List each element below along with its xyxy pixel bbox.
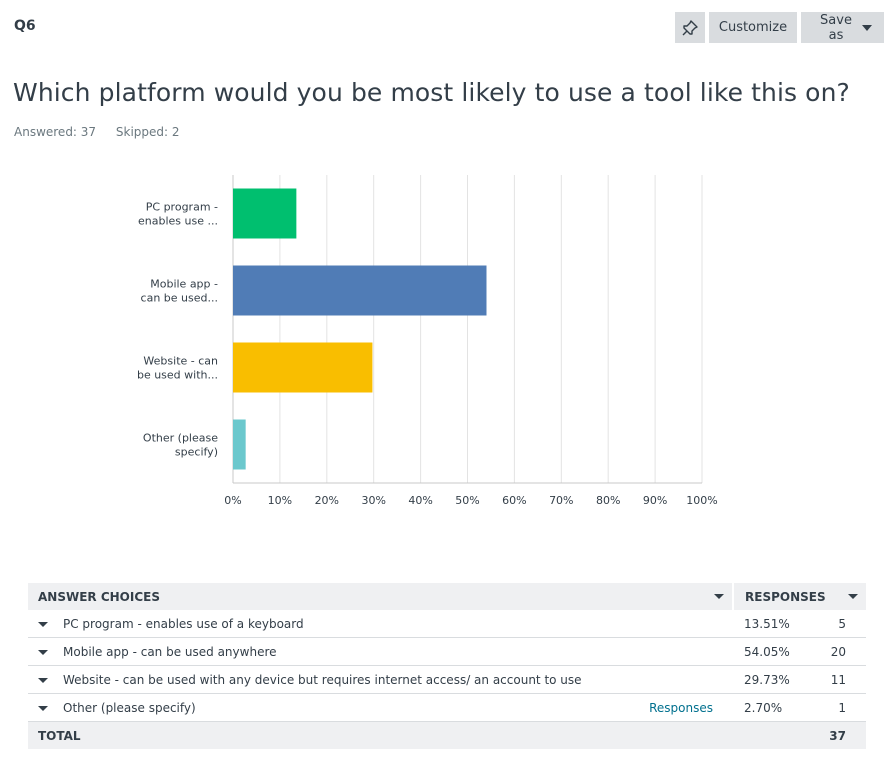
x-tick-label: 40% — [408, 494, 432, 507]
responses-header-label: RESPONSES — [745, 589, 826, 604]
response-count: 20 — [824, 637, 866, 666]
bar — [233, 419, 246, 470]
question-title: Which platform would you be most likely … — [13, 78, 850, 107]
skipped-count: Skipped: 2 — [115, 125, 180, 139]
chevron-down-icon — [862, 24, 872, 31]
x-tick-label: 70% — [549, 494, 573, 507]
customize-button[interactable]: Customize — [709, 12, 797, 43]
total-spacer — [733, 721, 824, 749]
x-tick-label: 60% — [502, 494, 526, 507]
table-row: Mobile app - can be used anywhere 54.05% 2… — [28, 637, 866, 666]
table-row: Other (please specify) Responses 2.70% 1 — [28, 693, 866, 722]
total-label: TOTAL — [28, 721, 733, 749]
answer-choice-cell: Website - can be used with any device bu… — [28, 665, 733, 694]
y-category-label: PC program - — [146, 201, 218, 214]
bar — [233, 188, 297, 239]
response-count: 11 — [824, 665, 866, 694]
expand-caret-icon[interactable] — [38, 649, 48, 655]
sort-caret-icon — [714, 594, 724, 599]
save-as-button[interactable]: Save as — [801, 12, 884, 43]
y-category-label: specify) — [175, 446, 218, 459]
x-tick-label: 0% — [224, 494, 241, 507]
response-percent: 13.51% — [733, 610, 824, 638]
answer-choice-label: Mobile app - can be used anywhere — [63, 644, 277, 659]
answer-choice-label: Other (please specify) — [63, 700, 196, 715]
y-category-label: enables use ... — [138, 215, 218, 228]
y-category-label: be used with... — [137, 369, 218, 382]
x-tick-label: 10% — [268, 494, 292, 507]
results-table: ANSWER CHOICES RESPONSES PC program - en… — [28, 583, 866, 749]
answer-choices-header-label: ANSWER CHOICES — [38, 589, 160, 604]
answer-choice-cell: Other (please specify) Responses — [28, 693, 733, 722]
response-count: 1 — [824, 693, 866, 722]
answer-choice-label: PC program - enables use of a keyboard — [63, 616, 304, 631]
response-count: 5 — [824, 610, 866, 638]
save-as-label: Save as — [820, 12, 852, 43]
expand-caret-icon[interactable] — [38, 705, 48, 711]
table-row: Website - can be used with any device bu… — [28, 665, 866, 694]
question-number: Q6 — [14, 18, 36, 34]
table-row: PC program - enables use of a keyboard 13… — [28, 610, 866, 638]
responses-header[interactable]: RESPONSES — [732, 583, 866, 610]
bar — [233, 342, 373, 393]
responses-link[interactable]: Responses — [649, 701, 713, 715]
x-tick-label: 30% — [361, 494, 385, 507]
y-category-label: Mobile app - — [150, 278, 218, 291]
total-count: 37 — [824, 721, 866, 749]
x-tick-label: 100% — [686, 494, 717, 507]
x-tick-label: 20% — [315, 494, 339, 507]
answer-choice-cell: PC program - enables use of a keyboard — [28, 610, 733, 638]
expand-caret-icon[interactable] — [38, 677, 48, 683]
toolbar: Customize Save as — [675, 12, 884, 43]
response-percent: 2.70% — [733, 693, 824, 722]
x-tick-label: 80% — [596, 494, 620, 507]
x-tick-label: 50% — [455, 494, 479, 507]
x-tick-label: 90% — [643, 494, 667, 507]
pin-icon — [682, 19, 698, 35]
bar-chart: 0% 10% 20% 30% 40% 50% 60% 70% 80% 90% 100% PC prog… — [137, 175, 718, 507]
answer-choice-cell: Mobile app - can be used anywhere — [28, 637, 733, 666]
y-category-label: can be used... — [141, 292, 218, 305]
answer-choices-header[interactable]: ANSWER CHOICES — [28, 583, 733, 610]
answer-choice-label: Website - can be used with any device bu… — [63, 672, 582, 687]
total-row: TOTAL 37 — [28, 721, 866, 749]
y-category-label: Website - can — [143, 355, 218, 368]
y-category-label: Other (please — [143, 432, 218, 445]
expand-caret-icon[interactable] — [38, 621, 48, 627]
answered-count: Answered: 37 — [14, 125, 97, 139]
sort-caret-icon — [848, 594, 858, 599]
bar — [233, 265, 487, 316]
response-percent: 54.05% — [733, 637, 824, 666]
response-percent: 29.73% — [733, 665, 824, 694]
response-summary: Answered: 37 Skipped: 2 — [14, 125, 196, 139]
pin-button[interactable] — [675, 12, 705, 43]
